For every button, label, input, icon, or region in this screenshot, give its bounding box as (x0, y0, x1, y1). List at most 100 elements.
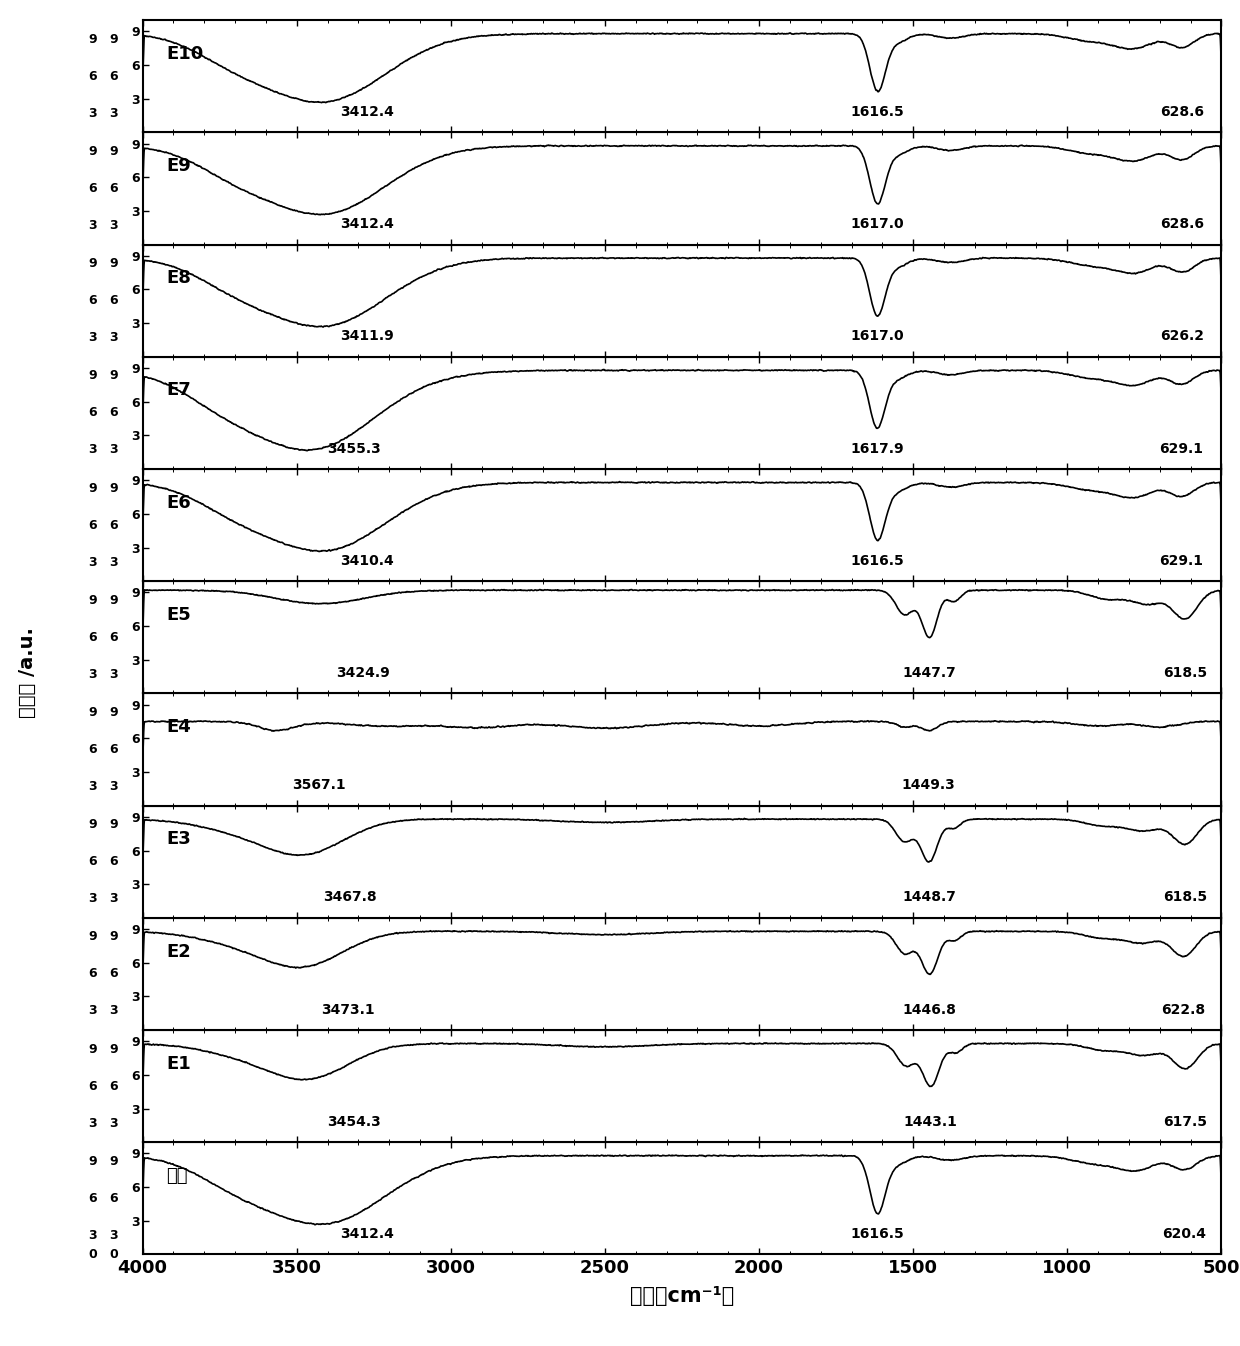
Text: 9: 9 (109, 369, 118, 382)
Text: E3: E3 (166, 830, 191, 848)
Text: 9: 9 (109, 707, 118, 719)
Text: 9: 9 (109, 818, 118, 832)
Text: 6: 6 (109, 1079, 118, 1093)
Text: 618.5: 618.5 (1163, 666, 1207, 680)
Text: 3: 3 (109, 1117, 118, 1129)
Text: E4: E4 (166, 719, 191, 736)
Text: 3: 3 (88, 219, 97, 232)
Text: 3: 3 (109, 668, 118, 681)
Text: 629.1: 629.1 (1159, 441, 1204, 455)
Text: 6: 6 (88, 1191, 97, 1205)
Text: 626.2: 626.2 (1161, 330, 1204, 343)
Text: 透光度 /a.u.: 透光度 /a.u. (17, 627, 37, 719)
Text: 628.6: 628.6 (1159, 217, 1204, 232)
Text: 3424.9: 3424.9 (336, 666, 389, 680)
Text: 9: 9 (88, 1043, 97, 1055)
Text: 622.8: 622.8 (1162, 1003, 1205, 1016)
Text: E7: E7 (166, 381, 191, 400)
Text: 3412.4: 3412.4 (340, 105, 394, 118)
Text: E2: E2 (166, 942, 191, 961)
Text: 6: 6 (88, 70, 97, 83)
Text: 6: 6 (109, 182, 118, 195)
Text: 9: 9 (88, 369, 97, 382)
Text: 3: 3 (109, 219, 118, 232)
Text: 6: 6 (109, 855, 118, 868)
Text: 3: 3 (88, 106, 97, 120)
Text: 1443.1: 1443.1 (904, 1114, 957, 1129)
Text: 9: 9 (88, 1155, 97, 1168)
Text: 617.5: 617.5 (1163, 1114, 1208, 1129)
Text: 9: 9 (88, 930, 97, 944)
Text: 6: 6 (109, 1191, 118, 1205)
Text: 3: 3 (109, 892, 118, 906)
Text: 3: 3 (88, 1117, 97, 1129)
Text: 9: 9 (88, 707, 97, 719)
Text: 3467.8: 3467.8 (322, 891, 377, 905)
Text: 9: 9 (88, 257, 97, 271)
Text: 3: 3 (88, 1229, 97, 1242)
Text: 9: 9 (109, 145, 118, 157)
Text: 3412.4: 3412.4 (340, 1228, 394, 1241)
Text: 6: 6 (88, 743, 97, 756)
Text: 1449.3: 1449.3 (901, 778, 956, 793)
Text: 6: 6 (88, 968, 97, 980)
Text: 6: 6 (88, 855, 97, 868)
Text: E8: E8 (166, 269, 191, 287)
Text: 6: 6 (109, 631, 118, 643)
Text: 3: 3 (88, 668, 97, 681)
Text: 1447.7: 1447.7 (903, 666, 956, 680)
Text: 1446.8: 1446.8 (903, 1003, 956, 1016)
Text: E1: E1 (166, 1055, 191, 1073)
Text: E5: E5 (166, 606, 191, 625)
Text: 3410.4: 3410.4 (341, 553, 394, 568)
Text: 3: 3 (109, 331, 118, 345)
Text: 3: 3 (109, 1004, 118, 1018)
Text: 3411.9: 3411.9 (340, 330, 394, 343)
Text: 0: 0 (88, 1248, 97, 1261)
Text: 9: 9 (88, 818, 97, 832)
Text: 空白: 空白 (166, 1167, 187, 1184)
Text: 618.5: 618.5 (1163, 891, 1207, 905)
Text: 6: 6 (109, 743, 118, 756)
Text: 1617.9: 1617.9 (849, 441, 904, 455)
Text: 9: 9 (109, 1043, 118, 1055)
Text: 9: 9 (88, 482, 97, 494)
Text: 6: 6 (109, 406, 118, 420)
Text: 1616.5: 1616.5 (851, 105, 904, 118)
Text: 0: 0 (109, 1248, 118, 1261)
Text: 9: 9 (88, 594, 97, 607)
Text: 629.1: 629.1 (1159, 553, 1204, 568)
Text: 3567.1: 3567.1 (293, 778, 346, 793)
Text: 6: 6 (88, 1079, 97, 1093)
X-axis label: 波数（cm⁻¹）: 波数（cm⁻¹） (630, 1285, 734, 1306)
Text: 3473.1: 3473.1 (321, 1003, 374, 1016)
Text: 6: 6 (88, 182, 97, 195)
Text: 6: 6 (88, 518, 97, 532)
Text: 3: 3 (109, 106, 118, 120)
Text: 9: 9 (109, 257, 118, 271)
Text: 6: 6 (109, 295, 118, 307)
Text: 3412.4: 3412.4 (340, 217, 394, 232)
Text: 1448.7: 1448.7 (901, 891, 956, 905)
Text: 3: 3 (88, 556, 97, 568)
Text: 3: 3 (109, 443, 118, 456)
Text: 9: 9 (88, 32, 97, 46)
Text: 3455.3: 3455.3 (327, 441, 381, 455)
Text: 1616.5: 1616.5 (851, 553, 904, 568)
Text: 3454.3: 3454.3 (327, 1114, 381, 1129)
Text: 620.4: 620.4 (1162, 1228, 1207, 1241)
Text: 3: 3 (109, 1229, 118, 1242)
Text: 9: 9 (109, 32, 118, 46)
Text: 1616.5: 1616.5 (851, 1228, 904, 1241)
Text: 3: 3 (109, 556, 118, 568)
Text: E10: E10 (166, 44, 203, 63)
Text: 9: 9 (109, 930, 118, 944)
Text: 9: 9 (88, 145, 97, 157)
Text: E6: E6 (166, 494, 191, 511)
Text: 6: 6 (88, 295, 97, 307)
Text: E9: E9 (166, 157, 191, 175)
Text: 6: 6 (109, 518, 118, 532)
Text: 6: 6 (88, 406, 97, 420)
Text: 3: 3 (88, 1004, 97, 1018)
Text: 1617.0: 1617.0 (851, 217, 904, 232)
